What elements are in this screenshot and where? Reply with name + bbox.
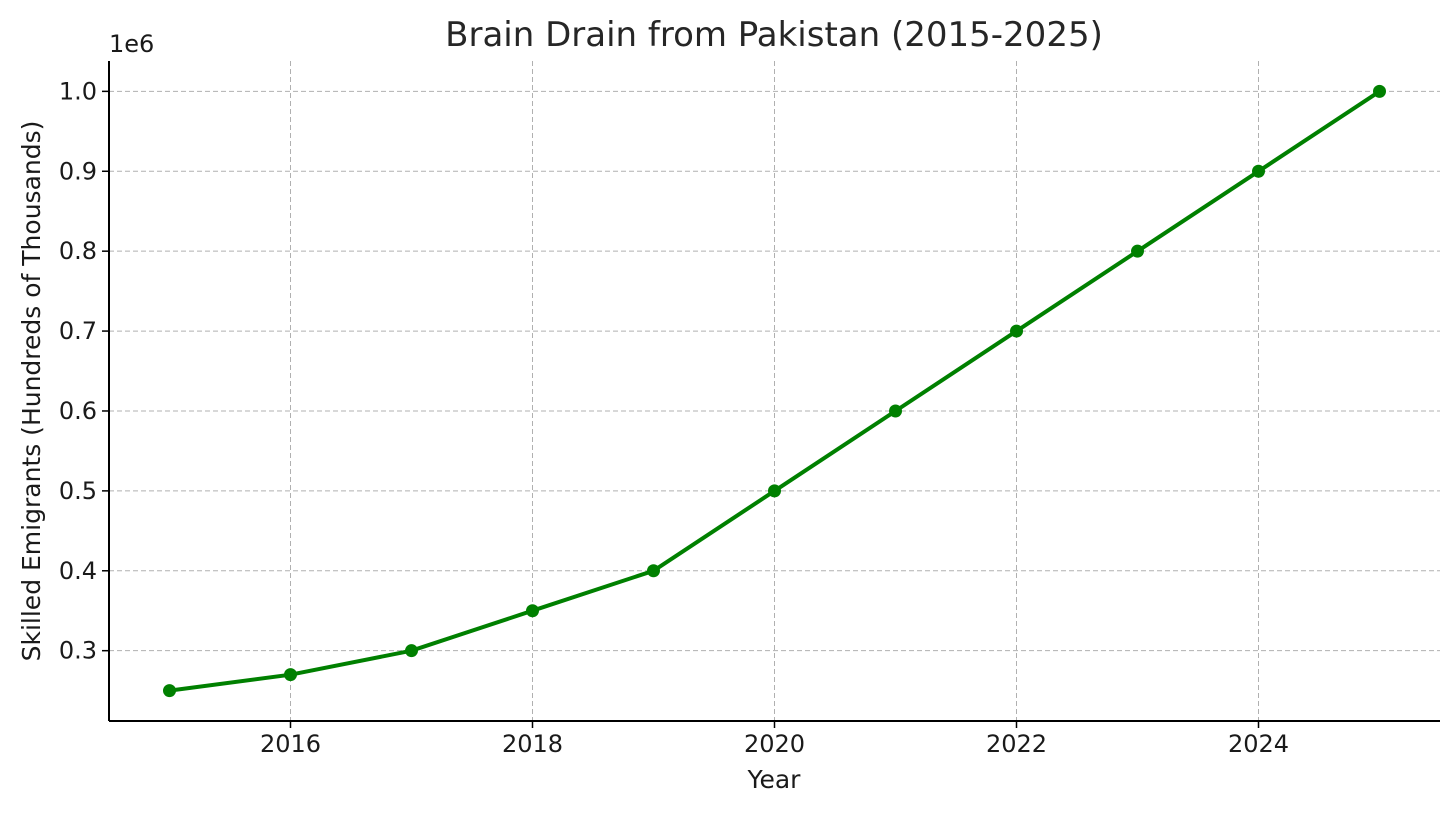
y-axis-label: Skilled Emigrants (Hundreds of Thousands…	[17, 121, 46, 662]
y-tick-label: 0.8	[59, 237, 97, 265]
y-tick-label: 0.3	[59, 637, 97, 665]
data-point	[1131, 244, 1144, 258]
data-point	[163, 684, 176, 698]
y-tick-label: 0.7	[59, 317, 97, 345]
y-tick-label: 0.4	[59, 557, 97, 585]
data-point	[768, 484, 781, 498]
x-tick-label: 2016	[260, 730, 321, 758]
data-point	[284, 668, 297, 682]
data-point	[1373, 84, 1386, 98]
grid-layer	[109, 61, 1440, 721]
y-tick-label: 0.9	[59, 157, 97, 185]
y-tick-label: 0.6	[59, 397, 97, 425]
data-point	[405, 644, 418, 658]
data-point	[647, 564, 660, 578]
series-layer	[163, 84, 1386, 698]
ticks-layer: 2016 2018 2020 2022 2024 0.3 0.4 0.5 0.6 0.7 0.8 0.…	[59, 77, 1289, 758]
data-point	[889, 404, 902, 418]
data-point	[526, 604, 539, 618]
chart-title: Brain Drain from Pakistan (2015-2025)	[445, 15, 1103, 55]
y-tick-label: 1.0	[59, 77, 97, 105]
data-point	[1252, 164, 1265, 178]
data-point	[1010, 324, 1023, 338]
x-tick-label: 2020	[744, 730, 805, 758]
x-axis-label: Year	[747, 765, 802, 794]
x-tick-label: 2024	[1228, 730, 1289, 758]
y-tick-label: 0.5	[59, 477, 97, 505]
y-axis-offset-label: 1e6	[109, 30, 154, 58]
x-tick-label: 2022	[986, 730, 1047, 758]
x-tick-label: 2018	[502, 730, 563, 758]
